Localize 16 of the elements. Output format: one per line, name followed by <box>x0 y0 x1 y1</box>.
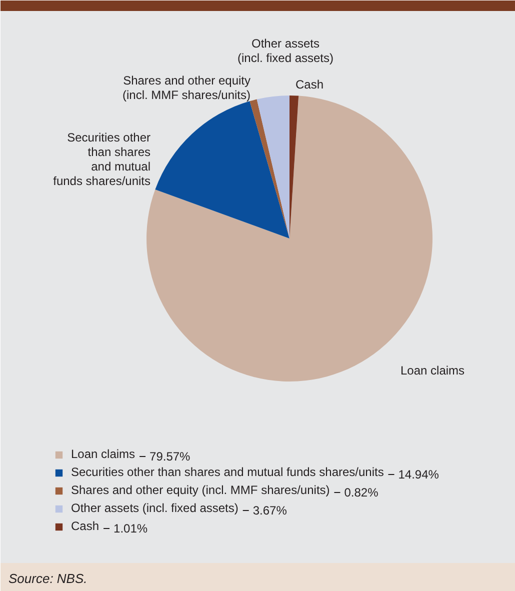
legend-label: Other assets (incl. fixed assets) <box>71 501 238 515</box>
data-label: 14.94% <box>398 468 440 482</box>
legend-label: Loan claims <box>71 447 136 461</box>
legend-label: Cash <box>71 519 100 533</box>
data-label: 79.57% <box>150 450 191 464</box>
data-label: 0.82% <box>344 486 379 500</box>
legend-label: Securities other than shares and mutual funds shares/units <box>71 465 384 479</box>
slice-label: Securities other than shares and mutual funds shares/units <box>53 130 151 188</box>
slice-label: Cash <box>296 78 324 92</box>
slice-label: Other assets (incl. fixed assets) <box>237 36 334 65</box>
slice-label: Loan claims <box>400 364 465 378</box>
slice-label: Shares and other equity (incl. MMF shares/units) <box>122 74 251 102</box>
data-label: 1.01% <box>114 522 148 536</box>
source-note: Source: NBS. <box>8 571 88 586</box>
legend-label: Shares and other equity (incl. MMF shares/units) <box>71 483 330 497</box>
data-label: 3.67% <box>252 504 288 518</box>
